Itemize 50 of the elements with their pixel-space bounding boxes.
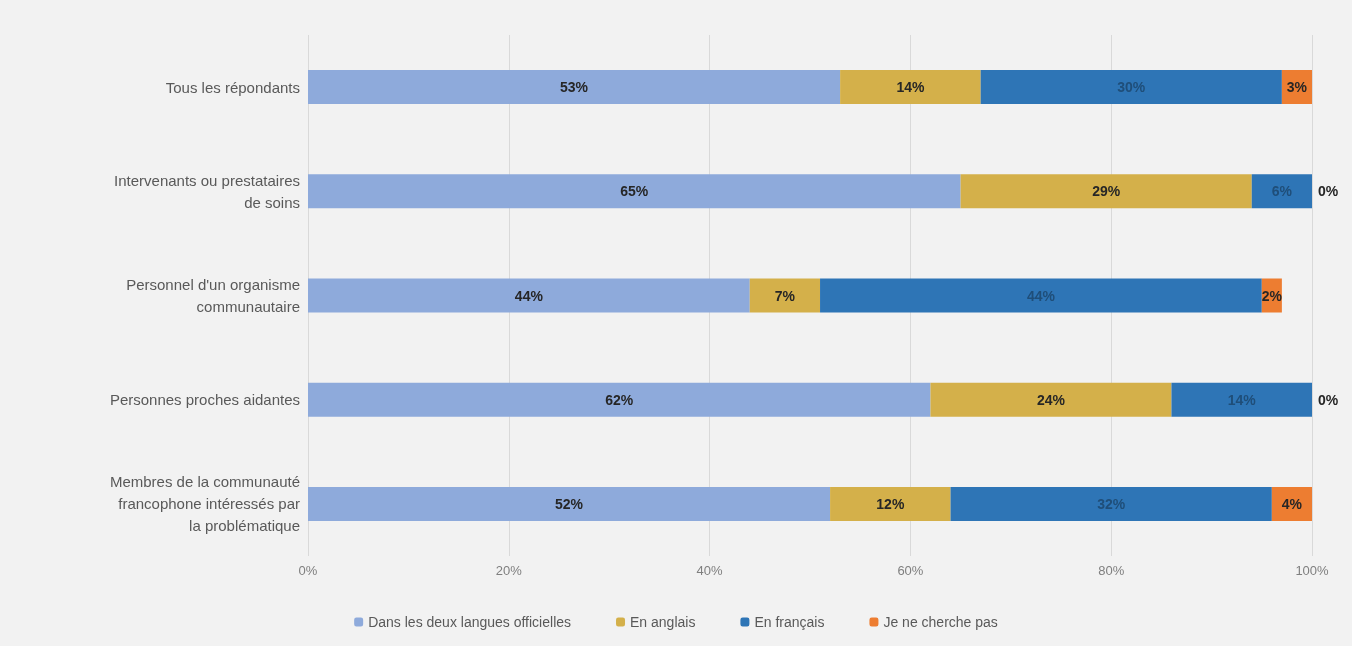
- y-tick-label: Tous les répondants: [165, 78, 300, 96]
- x-tick-label: 60%: [897, 563, 924, 578]
- bar: [308, 278, 750, 313]
- x-tick-label: 80%: [1098, 563, 1125, 578]
- data-label: 44%: [1026, 287, 1056, 304]
- bar: [308, 486, 831, 521]
- bar: [830, 486, 951, 521]
- data-label: 2%: [1261, 287, 1283, 304]
- data-label: 52%: [555, 495, 584, 512]
- legend-label: En français: [754, 614, 825, 630]
- data-label: 62%: [605, 391, 634, 408]
- bar: [1171, 382, 1312, 417]
- data-label: 32%: [1097, 495, 1126, 512]
- bar: [960, 174, 1252, 209]
- bar: [308, 382, 931, 417]
- bar: [840, 70, 981, 105]
- legend-label: Je ne cherche pas: [883, 614, 998, 630]
- data-label: 14%: [896, 79, 925, 96]
- y-tick-label: Intervenants ou prestataires de soins: [114, 171, 300, 211]
- data-label: 3%: [1286, 79, 1308, 96]
- data-label: 29%: [1092, 183, 1121, 200]
- bar: [749, 278, 821, 313]
- bar: [1251, 174, 1312, 209]
- data-label: 4%: [1281, 495, 1303, 512]
- y-tick-label: Membres de la communauté francophone intéressés par la problématique: [109, 473, 300, 535]
- data-label: 14%: [1227, 391, 1257, 408]
- data-label: 53%: [560, 79, 589, 96]
- data-label: 30%: [1117, 79, 1146, 96]
- data-label: 24%: [1036, 391, 1066, 408]
- x-tick-label: 0%: [298, 563, 318, 578]
- data-label: 0%: [1318, 183, 1339, 200]
- data-label: 0%: [1318, 391, 1339, 408]
- x-tick-label: 20%: [495, 563, 523, 578]
- x-tick-label: 40%: [696, 563, 724, 578]
- y-tick-label: Personnel d'un organisme communautaire: [126, 276, 300, 315]
- y-tick-label: Personnes proches aidantes: [109, 391, 300, 409]
- bar: [308, 70, 841, 105]
- data-label: 12%: [876, 495, 905, 512]
- bar: [930, 382, 1172, 417]
- data-label: 6%: [1271, 183, 1293, 200]
- x-tick-label: 100%: [1295, 563, 1330, 578]
- bar: [950, 486, 1272, 521]
- data-label: 65%: [620, 183, 649, 200]
- bar: [308, 174, 961, 209]
- bar: [820, 278, 1262, 313]
- legend-label: En anglais: [630, 614, 696, 630]
- data-label: 7%: [774, 287, 796, 304]
- legend-label: Dans les deux langues officielles: [368, 614, 572, 630]
- bar: [980, 70, 1282, 105]
- data-label: 44%: [514, 287, 544, 304]
